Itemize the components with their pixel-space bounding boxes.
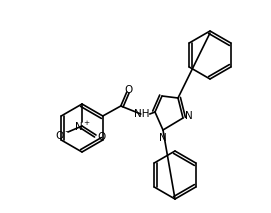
Text: NH: NH xyxy=(134,109,150,119)
Text: O: O xyxy=(97,132,105,142)
Text: N: N xyxy=(159,133,167,143)
Text: O$^-$: O$^-$ xyxy=(54,129,72,141)
Text: O: O xyxy=(125,85,133,95)
Text: N$^+$: N$^+$ xyxy=(74,119,90,132)
Text: N: N xyxy=(185,111,193,121)
